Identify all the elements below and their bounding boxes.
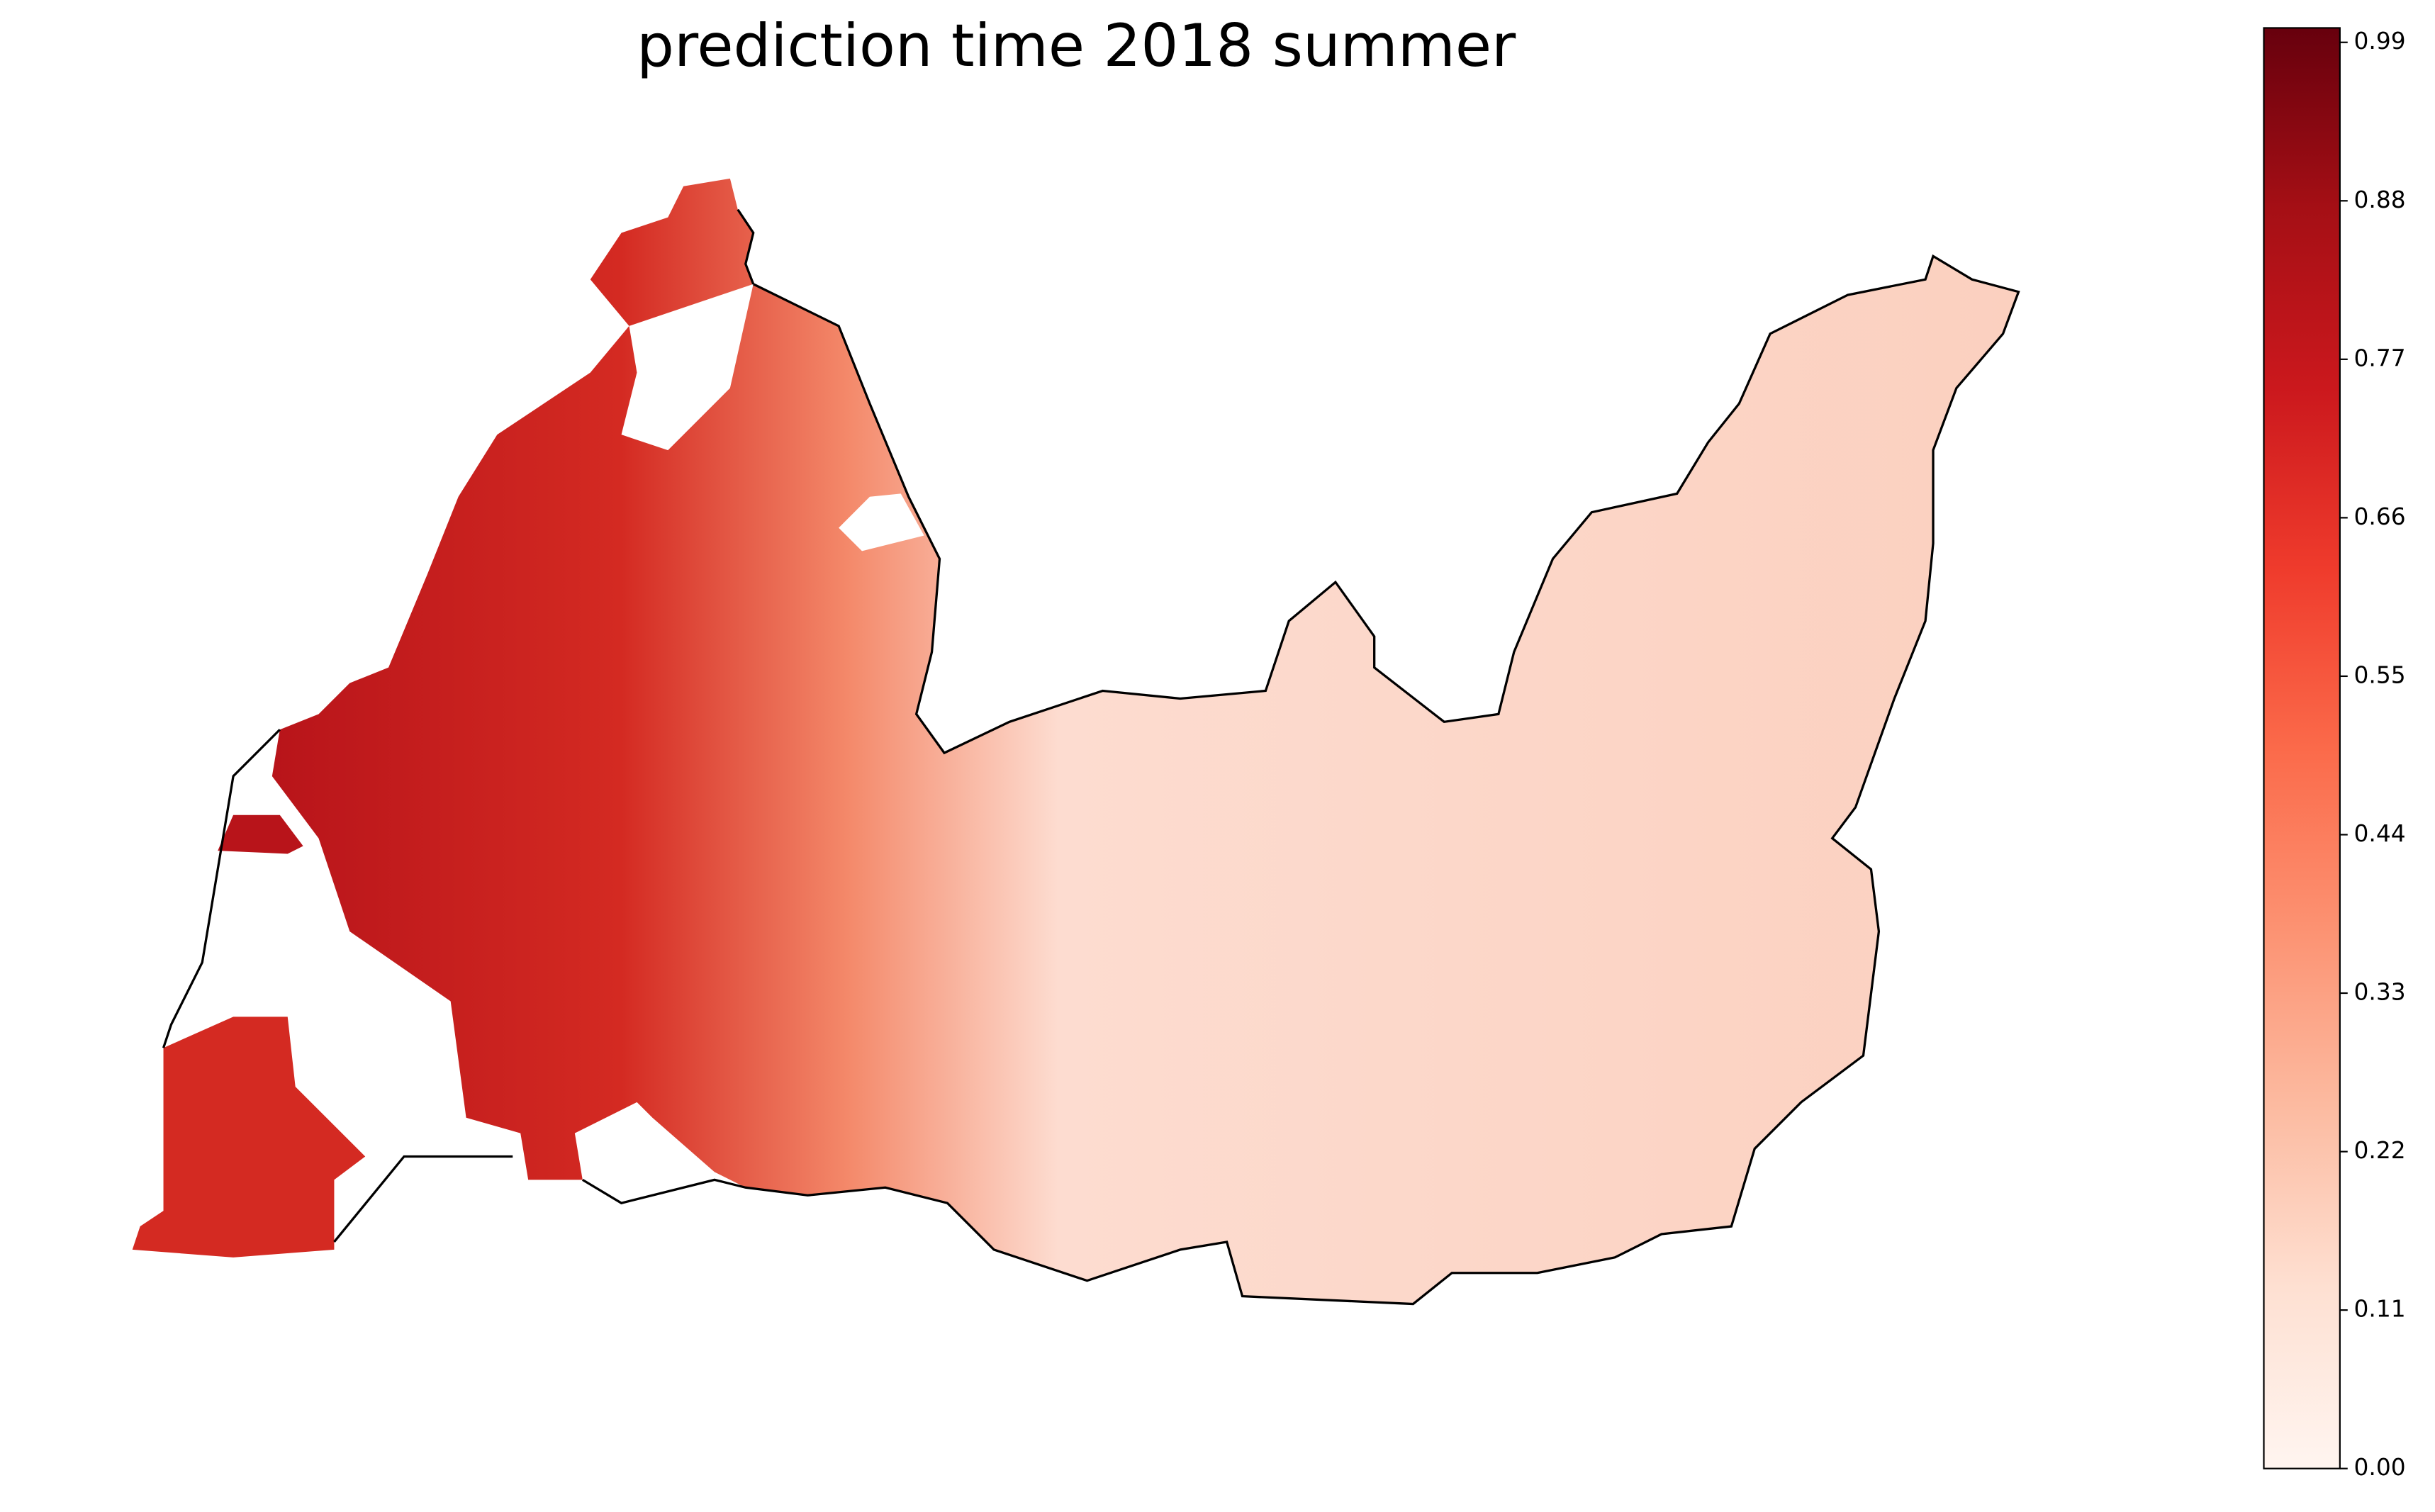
colorbar-tick-label: 0.11 (2354, 1296, 2406, 1323)
hole (621, 284, 754, 451)
colorbar-tick-label: 0.22 (2354, 1137, 2406, 1164)
colorbar-tick-label: 0.44 (2354, 820, 2406, 847)
colorbar-tick-label: 0.55 (2354, 661, 2406, 688)
colorbar-tick-label: 0.88 (2354, 186, 2406, 213)
island (218, 814, 303, 854)
colorbar-tick-label: 0.00 (2354, 1454, 2406, 1481)
colorbar-tick-label: 0.33 (2354, 979, 2406, 1006)
hole (839, 493, 924, 551)
colorbar-fill (2263, 27, 2341, 1469)
colorbar-tick-label: 0.66 (2354, 503, 2406, 530)
island (132, 1017, 366, 1258)
region-fill (272, 178, 2019, 1304)
colorbar-tick-label: 0.99 (2354, 28, 2406, 55)
map-title: prediction time 2018 summer (637, 11, 1516, 80)
colorbar-tick-label: 0.77 (2354, 345, 2406, 371)
border (162, 208, 2020, 1306)
map (132, 178, 2020, 1306)
colorbar: 0.00 0.11 0.22 0.33 0.44 0.55 0.66 0.77 0.88 0.99 (2263, 27, 2406, 1481)
